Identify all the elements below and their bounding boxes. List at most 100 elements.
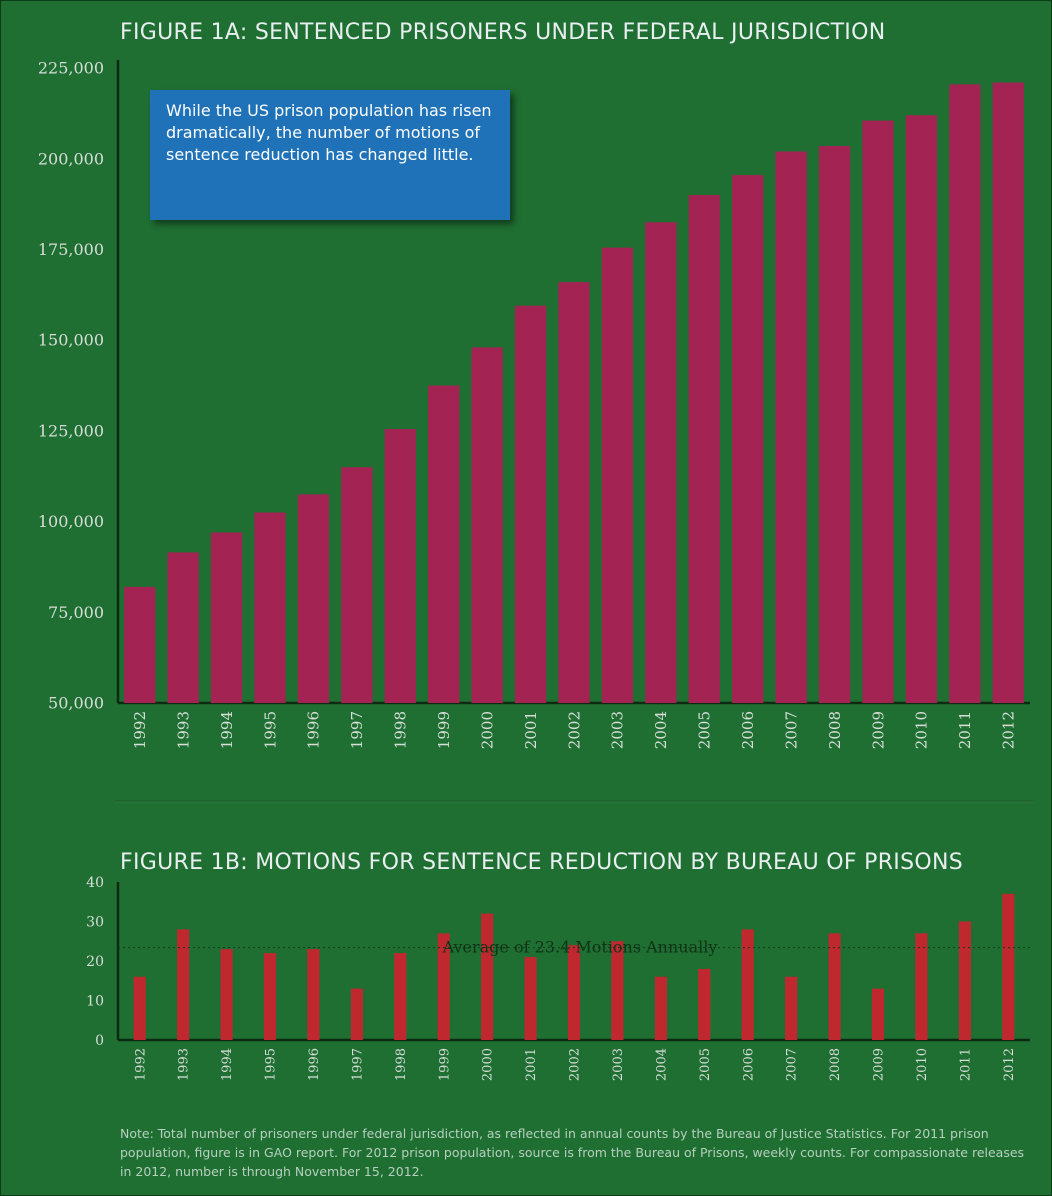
fig1b-x-tick-label: 2001 <box>524 1048 539 1081</box>
fig1a-y-tick-label: 75,000 <box>48 603 104 622</box>
fig1a-x-tick-label: 1998 <box>392 711 410 749</box>
fig1a-bar <box>471 347 503 703</box>
fig1a-x-tick-label: 2010 <box>913 711 931 749</box>
fig1a-x-tick-label: 1996 <box>305 711 323 749</box>
fig1a-x-tick-label: 1994 <box>218 711 236 749</box>
fig1b-x-tick-label: 1999 <box>437 1048 452 1081</box>
fig1b-x-tick-label: 2004 <box>654 1048 669 1081</box>
figure-1a-title: FIGURE 1A: SENTENCED PRISONERS UNDER FED… <box>120 20 886 45</box>
fig1b-x-tick-label: 2011 <box>958 1048 973 1081</box>
fig1b-x-tick-label: 2007 <box>785 1048 800 1081</box>
fig1b-bar <box>307 949 320 1040</box>
fig1a-bar <box>601 247 634 703</box>
fig1a-x-tick-label: 2012 <box>1000 711 1018 749</box>
fig1b-bar <box>220 949 233 1040</box>
fig1a-x-tick-label: 2011 <box>956 711 974 749</box>
fig1b-x-tick-label: 1993 <box>177 1048 192 1081</box>
fig1a-bar <box>124 586 156 703</box>
fig1b-bar <box>263 953 277 1040</box>
fig1a-bar <box>818 146 851 703</box>
fig1b-x-tick-label: 2000 <box>481 1048 496 1081</box>
fig1b-x-tick-label: 2005 <box>698 1048 713 1081</box>
fig1a-x-tick-label: 2007 <box>782 711 800 749</box>
fig1a-bar <box>949 84 981 704</box>
fig1b-x-tick-label: 2002 <box>568 1048 583 1081</box>
fig1b-y-tick-label: 0 <box>95 1033 104 1049</box>
fig1b-average-label: Average of 23.4 Motions Annually <box>442 938 718 957</box>
fig1a-bar <box>297 494 330 703</box>
fig1a-x-tick-label: 1992 <box>131 711 149 749</box>
footnote: Note: Total number of prisoners under fe… <box>120 1126 1025 1179</box>
fig1b-x-tick-label: 2008 <box>828 1048 843 1081</box>
fig1a-x-tick-label: 1999 <box>435 711 453 749</box>
fig1a-y-tick-label: 100,000 <box>38 512 104 531</box>
fig1a-bar <box>775 151 807 703</box>
fig1b-bar <box>177 929 190 1040</box>
fig1a-x-tick-label: 2001 <box>522 711 540 749</box>
fig1a-bar <box>341 467 373 703</box>
fig1a-bar <box>514 305 547 703</box>
fig1a-x-tick-label: 2009 <box>869 711 887 749</box>
fig1b-bar <box>1002 893 1015 1040</box>
fig1b-x-tick-label: 2006 <box>741 1048 756 1081</box>
fig1a-x-tick-label: 1993 <box>174 711 192 749</box>
fig1a-bar <box>428 385 460 703</box>
figure-1b-title: FIGURE 1B: MOTIONS FOR SENTENCE REDUCTIO… <box>120 850 963 875</box>
fig1b-x-tick-label: 2012 <box>1002 1048 1017 1081</box>
fig1a-x-tick-label: 1995 <box>261 711 279 749</box>
fig1b-bar <box>481 913 494 1040</box>
fig1b-bar <box>698 968 711 1040</box>
fig1a-x-tick-label: 2005 <box>696 711 714 749</box>
fig1b-bar <box>611 941 624 1040</box>
fig1b-bar <box>350 988 363 1040</box>
fig1a-bar <box>992 82 1024 703</box>
fig1b-y-tick-label: 10 <box>86 993 104 1009</box>
fig1a-bar <box>210 532 243 703</box>
fig1b-bar <box>654 976 667 1040</box>
fig1b-bar <box>958 921 971 1040</box>
fig1a-bar <box>558 282 590 703</box>
fig1b-x-tick-label: 1992 <box>133 1048 148 1081</box>
fig1b-bar <box>567 945 581 1040</box>
fig1a-bar <box>732 175 764 704</box>
fig1a-y-tick-label: 150,000 <box>38 331 104 350</box>
fig1b-y-tick-label: 40 <box>86 875 104 891</box>
fig1b-bar <box>741 929 754 1040</box>
fig1b-bar <box>133 976 146 1040</box>
fig1a-y-tick-label: 125,000 <box>38 421 104 440</box>
fig1b-x-tick-label: 1998 <box>394 1048 409 1081</box>
fig1b-x-tick-label: 1996 <box>307 1048 322 1081</box>
fig1a-y-tick-label: 50,000 <box>48 694 104 713</box>
fig1b-x-tick-label: 2009 <box>872 1048 887 1081</box>
fig1b-y-tick-label: 20 <box>86 954 104 970</box>
fig1b-x-tick-label: 2003 <box>611 1048 626 1081</box>
fig1a-x-tick-label: 2006 <box>739 711 757 749</box>
fig1a-bar <box>167 552 199 703</box>
fig1a-bar <box>254 512 286 703</box>
fig1b-x-tick-label: 1994 <box>220 1048 235 1081</box>
fig1a-x-tick-label: 1997 <box>348 711 366 749</box>
fig1b-bar <box>785 976 798 1040</box>
fig1a-x-tick-label: 2002 <box>565 711 583 749</box>
fig1a-x-tick-label: 2004 <box>652 711 670 749</box>
fig1b-bar <box>394 953 407 1040</box>
section-divider <box>115 800 1033 803</box>
fig1a-y-tick-label: 200,000 <box>38 149 104 168</box>
fig1b-x-tick-label: 2010 <box>915 1048 930 1081</box>
fig1b-y-tick-label: 30 <box>86 914 104 930</box>
fig1a-x-tick-label: 2000 <box>478 711 496 749</box>
fig1a-bar <box>645 222 677 703</box>
fig1a-bar <box>905 115 938 703</box>
fig1a-bar <box>862 120 894 704</box>
fig1b-bar <box>524 957 537 1040</box>
fig1a-y-tick-label: 175,000 <box>38 240 104 259</box>
fig1a-x-tick-label: 2008 <box>826 711 844 749</box>
fig1b-bar <box>828 933 841 1040</box>
fig1a-bar <box>688 195 720 703</box>
fig1a-x-tick-label: 2003 <box>609 711 627 749</box>
callout-box: While the US prison population has risen… <box>150 90 510 220</box>
fig1b-bar <box>871 988 885 1040</box>
figure-1a-chart: 225,000 200,000 175,000 150,000 125,000 100,0… <box>38 59 1030 749</box>
fig1a-bar <box>384 429 416 703</box>
